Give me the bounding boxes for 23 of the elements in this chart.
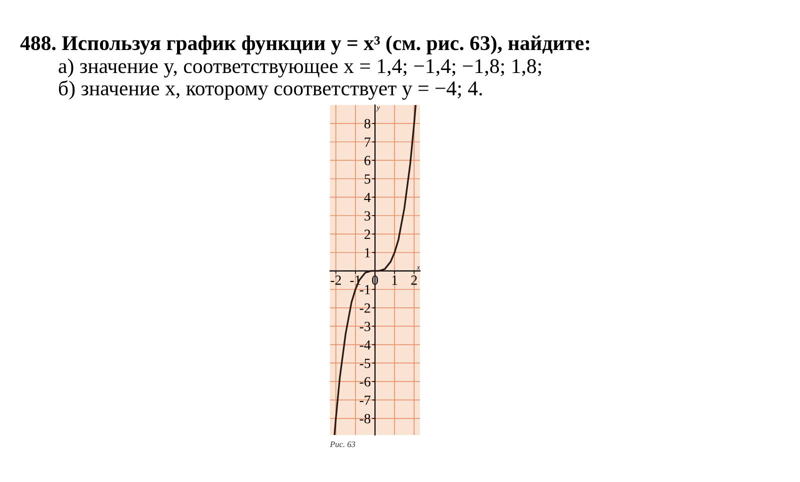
- y-tick-label: 5: [364, 174, 370, 184]
- text: Рис. 63: [330, 441, 356, 448]
- y-tick-label: 4: [364, 192, 371, 202]
- y-tick-label: -6: [360, 377, 370, 386]
- x-tick-label: 1: [392, 276, 398, 285]
- y-tick-label: -5: [360, 358, 370, 368]
- x-tick-label: -2: [330, 276, 341, 285]
- y-tick-label: -4: [360, 340, 371, 350]
- y-tick-label: 6: [364, 156, 370, 166]
- y-tick-label: -2: [360, 303, 370, 313]
- y-tick-label: -3: [360, 322, 370, 332]
- text: а) значение y, соответствующее x = 1,4; −1,4; −1,8; 1,8;: [58, 58, 541, 78]
- y-tick-label: 1: [365, 248, 370, 258]
- y-tick-label: 7: [364, 138, 370, 147]
- y-tick-label: 8: [364, 119, 370, 128]
- y-tick-label: -8: [360, 414, 370, 424]
- y-tick-label: 3: [364, 211, 370, 221]
- y-tick-label: -1: [360, 285, 370, 294]
- chart-title: 488. Используя график функции y = x³ (см. рис. 63), найдите:: [20, 36, 590, 54]
- y-tick-label: -7: [360, 396, 370, 405]
- x-tick-label: 2: [411, 276, 417, 285]
- text: б) значение x, которому соответствует y = −4; 4.: [58, 80, 482, 100]
- y-tick-label: 2: [364, 230, 370, 239]
